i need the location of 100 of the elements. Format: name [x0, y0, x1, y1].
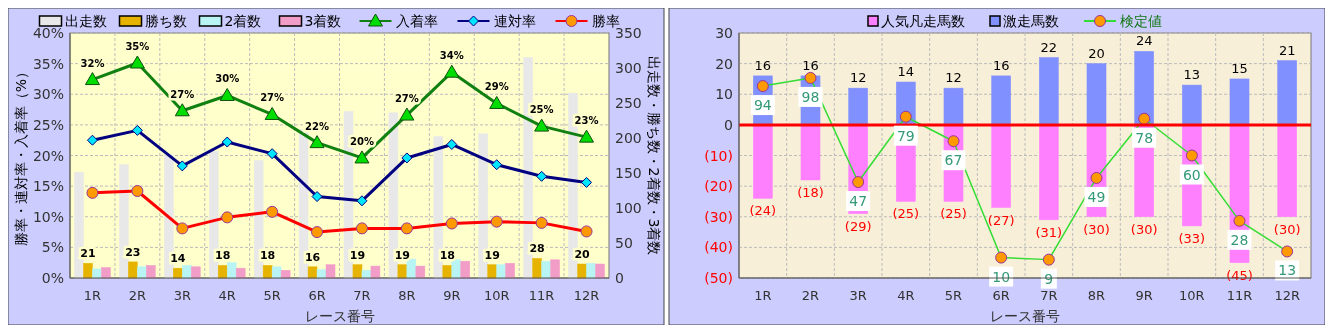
point	[266, 148, 278, 160]
bar	[1134, 51, 1154, 126]
bar	[991, 124, 1011, 208]
y-tick-label: 30%	[32, 86, 64, 103]
data-label: 24	[1135, 33, 1153, 49]
x-tick-label: 1R	[83, 288, 102, 303]
point	[84, 72, 100, 86]
data-label: 94	[753, 97, 772, 114]
point	[534, 118, 550, 132]
point	[491, 159, 503, 171]
bar	[235, 267, 246, 279]
bar	[1039, 57, 1059, 126]
y-tick-label: 20%	[32, 147, 64, 164]
data-label: 98	[801, 88, 820, 105]
point	[401, 152, 413, 164]
bar	[1086, 63, 1107, 126]
bar	[83, 263, 93, 279]
x-axis-title: レース番号	[990, 308, 1060, 324]
y2-tick-label: 300	[615, 60, 642, 76]
data-label: (30)	[1273, 221, 1301, 237]
x-tick-label: 11R	[528, 288, 555, 303]
point	[221, 136, 233, 148]
data-label: 14	[897, 64, 915, 79]
data-label: 35%	[125, 41, 150, 53]
x-tick-label: 8R	[398, 288, 416, 303]
y2-tick-label: 0	[615, 270, 624, 286]
data-label: 19	[394, 248, 411, 262]
bar	[370, 265, 381, 279]
x-tick-label: 9R	[1135, 288, 1153, 303]
bar	[532, 258, 542, 279]
bar	[577, 263, 587, 279]
x-tick-label: 6R	[992, 288, 1010, 303]
y-tick-label: 20	[715, 55, 733, 72]
y2-tick-label: 200	[615, 130, 642, 146]
data-label: 20	[574, 248, 591, 261]
y2-tick-label: 100	[615, 200, 642, 216]
data-label: 19	[484, 248, 500, 262]
point	[129, 55, 145, 69]
x-tick-label: 2R	[128, 288, 147, 303]
bar	[128, 261, 138, 279]
y-tick-label: 25%	[32, 116, 64, 133]
legend-label: 勝ち数	[144, 13, 187, 29]
data-label: (18)	[797, 185, 824, 200]
data-label: 27%	[260, 92, 285, 104]
data-label: (29)	[844, 218, 872, 234]
point	[86, 134, 98, 146]
point	[309, 135, 325, 149]
y-tick-label: 30	[715, 25, 733, 41]
data-label: 16	[992, 57, 1010, 73]
bar	[550, 259, 560, 279]
y-tick-label: 40%	[32, 25, 64, 41]
bar	[1229, 78, 1250, 126]
x-tick-label: 5R	[944, 288, 963, 303]
data-label: 23	[125, 245, 141, 259]
x-tick-label: 5R	[263, 288, 281, 303]
data-label: 20%	[349, 135, 374, 147]
x-tick-label: 10R	[1179, 288, 1205, 303]
y-tick-label: 15%	[32, 178, 64, 195]
x-tick-label: 9R	[443, 288, 461, 303]
y2-tick-label: 150	[615, 165, 642, 181]
x-tick-label: 12R	[573, 288, 600, 303]
data-label: 67	[944, 152, 963, 169]
point	[444, 64, 460, 78]
data-label: 78	[1135, 129, 1154, 146]
point	[356, 195, 368, 207]
data-label: 16	[802, 57, 819, 73]
x-tick-label: 2R	[801, 288, 820, 303]
data-label: (30)	[1130, 221, 1158, 237]
data-label: 79	[896, 127, 915, 144]
bar	[1039, 124, 1059, 221]
bar	[352, 264, 363, 279]
y-tick-label: 0	[724, 116, 733, 133]
data-label: (27)	[987, 212, 1015, 228]
point	[264, 106, 280, 120]
bar	[991, 75, 1011, 126]
bar	[191, 266, 201, 279]
point	[176, 160, 188, 172]
legend-label: 人気凡走馬数	[881, 13, 965, 29]
y-tick-label: 0%	[41, 270, 64, 286]
point	[446, 138, 458, 150]
bar	[1277, 60, 1297, 126]
bar	[460, 260, 471, 279]
point	[579, 129, 595, 143]
data-label: (25)	[940, 206, 967, 222]
data-label: 15	[1231, 60, 1248, 76]
data-label: 10	[992, 268, 1011, 285]
y-tick-label: (10)	[704, 147, 733, 164]
x-tick-label: 7R	[353, 288, 371, 303]
data-label: 13	[1278, 262, 1297, 279]
y2-tick-label: 250	[615, 95, 642, 111]
point	[399, 107, 415, 121]
data-label: 47	[849, 193, 868, 210]
data-label: 18	[439, 249, 455, 263]
bar	[146, 265, 156, 279]
x-tick-label: 10R	[483, 288, 510, 303]
point	[536, 170, 548, 182]
data-label: 14	[170, 252, 186, 266]
x-tick-label: 3R	[173, 288, 191, 303]
y-tick-label: 35%	[32, 55, 64, 72]
x-tick-label: 12R	[1274, 288, 1300, 303]
